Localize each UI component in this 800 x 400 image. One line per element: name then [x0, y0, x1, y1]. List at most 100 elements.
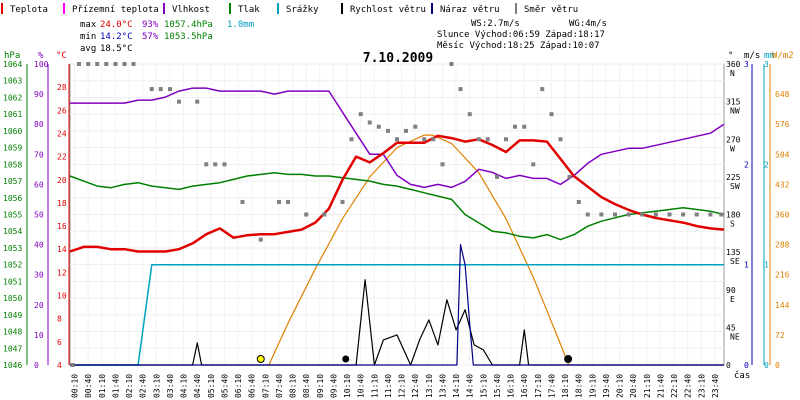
tick-direction: 270 — [726, 135, 741, 144]
unit-degree: ° — [728, 51, 733, 61]
tick-time: 23:40 — [711, 374, 720, 398]
direction-point — [549, 112, 554, 117]
direction-point — [277, 199, 282, 204]
legend-label: Náraz větru — [440, 5, 500, 15]
legend-label: Rychlost větru — [350, 5, 426, 15]
tick-time: 05:40 — [220, 374, 229, 398]
tick-time: 08:10 — [289, 374, 298, 398]
tick-direction: 225 — [726, 173, 741, 182]
tick-pressure: 1049 — [3, 311, 22, 320]
tick-time: 14:40 — [466, 374, 475, 398]
tick-time: 01:10 — [98, 374, 107, 398]
direction-point — [576, 199, 581, 204]
tick-humidity: 50 — [34, 211, 44, 220]
tick-humidity: 0 — [34, 361, 39, 370]
tick-temperature: 12 — [57, 268, 67, 277]
legend-label: Přízemní teplota — [72, 5, 159, 15]
direction-point — [195, 99, 200, 104]
tick-time: 12:40 — [411, 374, 420, 398]
tick-temperature: 8 — [57, 315, 62, 324]
stat-max-rain: 1.0mm — [227, 20, 254, 30]
direction-point — [395, 137, 399, 142]
tick-time: 04:10 — [180, 374, 189, 398]
tick-time: 10:40 — [357, 374, 366, 398]
stat-max-label: max — [80, 20, 97, 30]
series-gust — [70, 244, 724, 366]
tick-time: 11:10 — [370, 374, 379, 398]
tick-temperature: 20 — [57, 176, 67, 185]
direction-point — [286, 199, 290, 204]
direction-point — [76, 62, 81, 66]
direction-point — [349, 137, 354, 142]
tick-direction: 0 — [726, 361, 731, 370]
stat-min-press: 1053.5hPa — [164, 32, 213, 42]
tick-direction: 45 — [726, 323, 736, 332]
series-solar — [268, 134, 570, 366]
tick-humidity: 30 — [34, 271, 44, 280]
tick-time: 20:10 — [616, 374, 625, 398]
tick-humidity: 70 — [34, 150, 44, 159]
tick-time: 18:40 — [575, 374, 584, 398]
direction-point — [531, 162, 536, 167]
tick-temperature: 22 — [57, 153, 67, 162]
direction-point — [458, 87, 463, 92]
tick-time: 07:40 — [275, 374, 284, 398]
series-humidity — [70, 87, 725, 189]
tick-time: 16:40 — [520, 374, 529, 398]
stat-max-press: 1057.4hPa — [164, 20, 213, 30]
tick-rain: 0 — [764, 361, 769, 370]
direction-point — [240, 199, 245, 204]
direction-point — [694, 212, 699, 217]
tick-wind: 0 — [744, 361, 749, 370]
tick-direction-label: NW — [730, 107, 740, 116]
tick-rain: 3 — [764, 60, 769, 69]
unit-time: čas — [734, 370, 750, 381]
tick-pressure: 1047 — [3, 344, 22, 353]
tick-humidity: 60 — [34, 180, 44, 189]
direction-point — [104, 62, 109, 66]
tick-time: 05:10 — [207, 374, 216, 398]
tick-time: 10:10 — [343, 374, 352, 398]
direction-point — [567, 174, 572, 179]
stat-min-hum: 57% — [142, 32, 159, 42]
direction-point — [376, 124, 381, 129]
direction-point — [158, 87, 163, 92]
tick-time: 22:40 — [684, 374, 693, 398]
unit-celsius: °C — [56, 51, 67, 61]
tick-time: 11:40 — [384, 374, 393, 398]
info-sun: Slunce Východ:06:59 Západ:18:17 — [437, 30, 605, 40]
series-pressure — [69, 171, 725, 241]
direction-point — [504, 137, 508, 142]
tick-direction-label: E — [730, 295, 735, 304]
unit-hpa: hPa — [4, 51, 20, 61]
tick-direction: 360 — [726, 60, 741, 69]
info-moon: Měsíc Východ:18:25 Západ:10:07 — [437, 41, 600, 51]
tick-solar: 72 — [775, 331, 785, 340]
tick-pressure: 1053 — [3, 244, 22, 253]
tick-direction: 90 — [726, 286, 736, 295]
tick-solar: 144 — [775, 301, 790, 310]
direction-point — [322, 212, 327, 217]
tick-pressure: 1058 — [3, 160, 22, 169]
direction-point — [131, 62, 136, 66]
tick-solar: 504 — [775, 150, 790, 159]
tick-time: 03:10 — [152, 374, 161, 398]
direction-point — [358, 112, 363, 117]
tick-time: 17:10 — [534, 374, 543, 398]
moonset-marker — [342, 355, 350, 363]
direction-point — [113, 62, 118, 66]
tick-solar: 216 — [775, 271, 790, 280]
tick-time: 17:40 — [547, 374, 556, 398]
tick-time: 06:40 — [248, 374, 257, 398]
tick-time: 03:40 — [166, 374, 175, 398]
tick-time: 12:10 — [398, 374, 407, 398]
tick-temperature: 6 — [57, 338, 62, 347]
direction-point — [540, 87, 545, 92]
tick-time: 13:10 — [425, 374, 434, 398]
tick-pressure: 1052 — [3, 261, 22, 270]
direction-point — [558, 137, 563, 142]
tick-solar: 0 — [775, 361, 780, 370]
tick-direction: 135 — [726, 248, 741, 257]
direction-point — [304, 212, 309, 217]
tick-rain: 1 — [764, 261, 769, 270]
